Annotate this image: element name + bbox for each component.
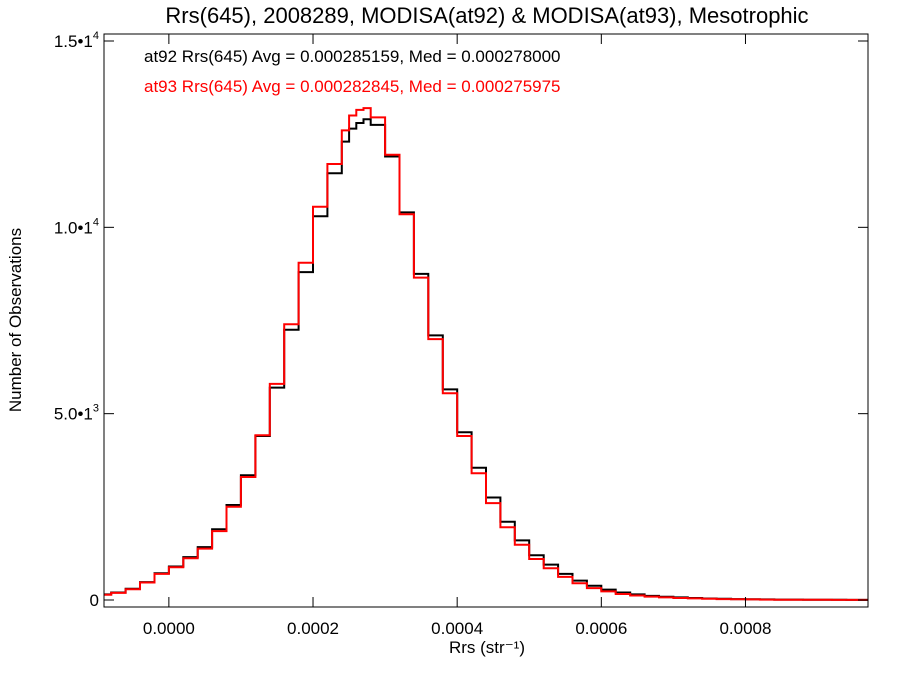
chart-title: Rrs(645), 2008289, MODISA(at92) & MODISA…: [165, 3, 808, 28]
y-axis-label: Number of Observations: [6, 228, 25, 412]
y-tick-label: 0: [90, 591, 99, 610]
x-axis-ticks: 0.0000 0.0002 0.0004 0.0006 0.0008: [143, 34, 771, 638]
x-tick-label: 0.0000: [143, 619, 195, 638]
plot-frame: [103, 33, 869, 608]
x-tick-label: 0.0008: [719, 619, 771, 638]
plot-lines: [104, 107, 868, 601]
series-line-0: [104, 118, 868, 601]
legend-at92-stats: at92 Rrs(645) Avg = 0.000285159, Med = 0…: [144, 47, 561, 66]
y-axis-ticks: 0 5.0•13 1.0•14 1.5•14: [54, 30, 868, 610]
y-tick-label: 5.0•13: [54, 403, 99, 424]
x-tick-label: 0.0004: [431, 619, 483, 638]
y-tick-label: 1.5•14: [54, 30, 99, 51]
legend-at93-stats: at93 Rrs(645) Avg = 0.000282845, Med = 0…: [144, 77, 561, 96]
x-tick-label: 0.0006: [575, 619, 627, 638]
x-tick-label: 0.0002: [287, 619, 339, 638]
y-tick-label: 1.0•14: [54, 216, 99, 237]
series-line-1: [104, 107, 868, 601]
x-axis-label: Rrs (str⁻¹): [449, 638, 525, 657]
